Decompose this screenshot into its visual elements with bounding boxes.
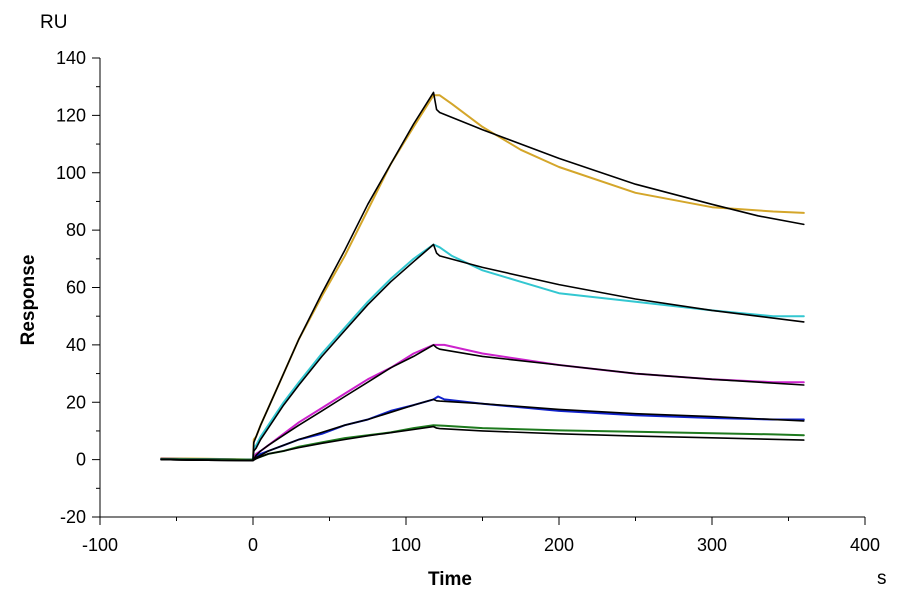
x-tick-label: 0 — [248, 535, 258, 555]
x-tick-label: 200 — [544, 535, 574, 555]
response-curve-1 — [160, 243, 805, 461]
x-tick-label: 100 — [391, 535, 421, 555]
y-tick-label: 140 — [56, 48, 86, 68]
y-tick-label: 20 — [66, 392, 86, 412]
y-tick-label: 120 — [56, 105, 86, 125]
y-tick-label: 100 — [56, 163, 86, 183]
x-tick-label: 400 — [850, 535, 880, 555]
y-unit-label: RU — [40, 12, 67, 33]
y-axis-ticks: -20 0 20 40 60 80 100 120 140 — [56, 48, 100, 527]
y-tick-label: 0 — [76, 450, 86, 470]
response-curve-0 — [160, 94, 805, 461]
x-unit-label: s — [877, 568, 887, 589]
y-tick-label: 80 — [66, 220, 86, 240]
series-layer — [160, 91, 805, 462]
y-tick-label: 60 — [66, 278, 86, 298]
x-tick-label: 300 — [697, 535, 727, 555]
y-tick-label: 40 — [66, 335, 86, 355]
fit-curve-5 — [160, 91, 805, 462]
fit-curve-9 — [160, 425, 805, 462]
x-axis-title: Time — [428, 569, 472, 590]
fit-curve-8 — [160, 398, 805, 462]
y-tick-label: -20 — [60, 507, 86, 527]
y-axis-title: Response — [18, 255, 39, 346]
x-tick-label: -100 — [82, 535, 118, 555]
x-axis-ticks: -100 0 100 200 300 400 — [82, 517, 880, 555]
fit-curve-7 — [160, 344, 805, 462]
fit-curve-6 — [160, 243, 805, 462]
